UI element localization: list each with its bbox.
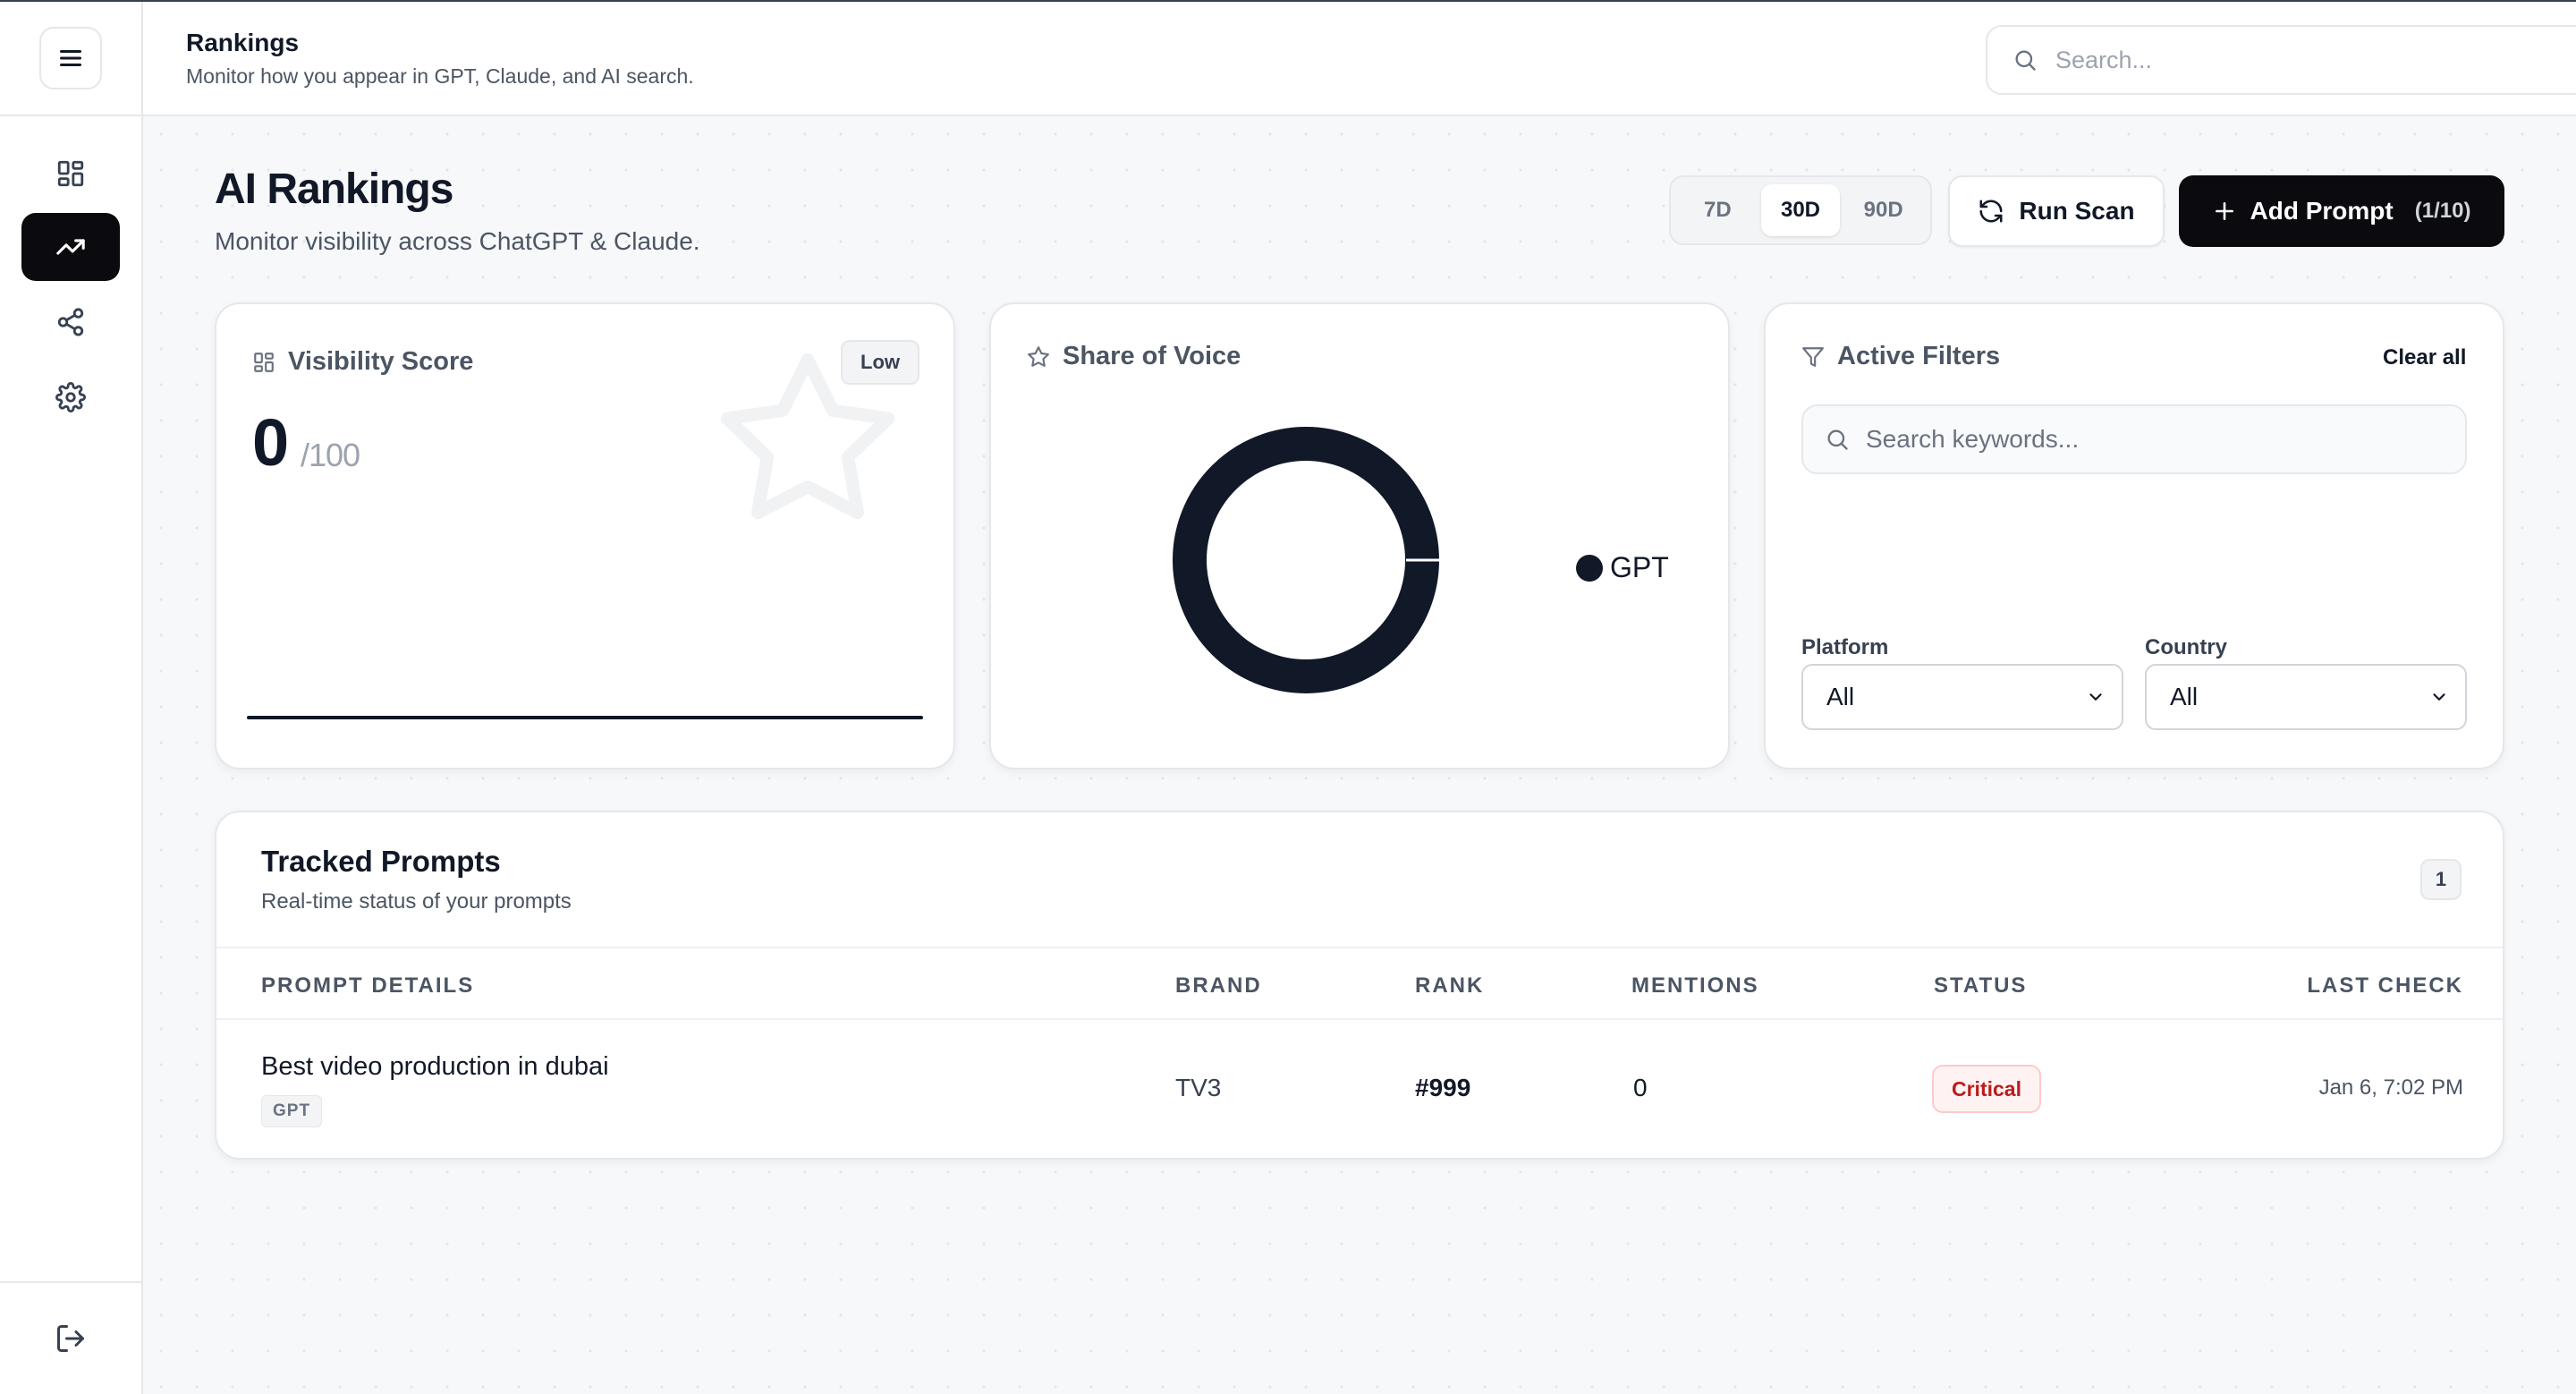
search-icon: [1827, 429, 1848, 450]
tracked-prompts-subtitle: Real-time status of your prompts: [261, 889, 572, 914]
chevron-down-icon: [2433, 693, 2445, 701]
date-range-toggle: 7D 30D 90D: [1669, 175, 1932, 245]
menu-toggle-button[interactable]: [39, 27, 102, 89]
column-header-mentions: MENTIONS: [1631, 973, 1759, 998]
filter-icon: [1802, 346, 1824, 367]
tracked-prompts-count-badge: 1: [2420, 859, 2462, 900]
keyword-search-input[interactable]: Search keywords...: [1801, 404, 2467, 474]
visibility-card-header: Visibility Score: [252, 347, 473, 377]
add-prompt-label: Add Prompt: [2250, 197, 2394, 225]
column-header-last-check: LAST CHECK: [2307, 973, 2463, 998]
refresh-icon: [1979, 200, 2003, 223]
grid-icon: [254, 352, 274, 372]
donut-slice-gpt: [1173, 427, 1439, 693]
platform-tag: GPT: [261, 1095, 323, 1127]
clear-all-link[interactable]: Clear all: [2383, 345, 2467, 370]
range-7d-button[interactable]: 7D: [1703, 198, 1732, 222]
country-label: Country: [2145, 635, 2227, 659]
star-icon: [720, 353, 895, 520]
tracked-prompts-title: Tracked Prompts: [261, 845, 501, 878]
range-90d-button[interactable]: 90D: [1863, 198, 1903, 222]
trending-up-icon: [56, 239, 85, 255]
platform-select[interactable]: All: [1801, 664, 2123, 730]
country-select-value: All: [2170, 683, 2199, 710]
table-header: PROMPT DETAILS BRAND RANK MENTIONS STATU…: [216, 947, 2503, 1020]
sidebar-item-rankings[interactable]: [21, 213, 120, 281]
sov-card-header: Share of Voice: [1027, 342, 1241, 371]
visibility-card-title: Visibility Score: [288, 347, 474, 376]
brand-cell: TV3: [1175, 1074, 1222, 1101]
mentions-cell: 0: [1633, 1074, 1648, 1101]
sov-card-title: Share of Voice: [1063, 342, 1241, 370]
column-header-status: STATUS: [1934, 973, 2028, 998]
run-scan-label: Run Scan: [2019, 197, 2135, 225]
chevron-down-icon: [2089, 693, 2102, 701]
last-check-cell: Jan 6, 7:02 PM: [2318, 1075, 2463, 1100]
status-badge: Critical: [1932, 1065, 2041, 1113]
star-icon: [1028, 345, 1049, 367]
add-prompt-button[interactable]: Add Prompt (1/10): [2179, 175, 2504, 247]
logout-icon: [57, 1325, 84, 1352]
search-icon: [2015, 50, 2036, 71]
tracked-prompts-card: Tracked Prompts Real-time status of your…: [215, 811, 2504, 1160]
range-30d-button[interactable]: 30D: [1760, 184, 1841, 236]
share-of-voice-donut: [1173, 427, 1440, 693]
visibility-level-badge: Low: [841, 340, 919, 385]
run-scan-button[interactable]: Run Scan: [1948, 175, 2165, 247]
hamburger-icon: [60, 50, 81, 66]
page-title: AI Rankings: [215, 166, 453, 213]
global-search-input[interactable]: Search...: [1986, 25, 2576, 95]
gear-icon: [55, 382, 86, 412]
active-filters-card: Active Filters Clear all Search keywords…: [1764, 302, 2504, 769]
keyword-search-placeholder: Search keywords...: [1866, 425, 2080, 453]
sidebar-item-share[interactable]: [21, 288, 120, 356]
logout-button[interactable]: [0, 1281, 141, 1394]
legend-swatch-gpt: [1576, 554, 1603, 582]
main-content: AI Rankings Monitor visibility across Ch…: [143, 116, 2576, 1394]
top-header: Rankings Monitor how you appear in GPT, …: [143, 2, 2576, 116]
visibility-score-card: Visibility Score Low 0 /100: [215, 302, 955, 769]
sidebar-item-settings[interactable]: [21, 363, 120, 431]
prompt-text: Best video production in dubai: [261, 1052, 609, 1081]
platform-select-value: All: [1826, 683, 1855, 710]
column-header-prompt-details: PROMPT DETAILS: [261, 973, 475, 998]
window-top-border: [0, 0, 2576, 2]
sidebar-item-dashboard[interactable]: [21, 140, 120, 208]
share-icon: [57, 308, 84, 336]
column-header-rank: RANK: [1415, 973, 1485, 998]
platform-label: Platform: [1801, 635, 1889, 659]
column-header-brand: BRAND: [1175, 973, 1262, 998]
visibility-score-value: 0: [252, 405, 290, 480]
share-of-voice-card: Share of Voice GPT: [989, 302, 1730, 769]
header-title: Rankings: [186, 29, 300, 56]
add-prompt-count: (1/10): [2414, 199, 2471, 223]
sidebar: [0, 2, 143, 1394]
plus-icon: [2215, 202, 2233, 220]
rank-cell: #999: [1415, 1074, 1471, 1101]
global-search-placeholder: Search...: [2055, 46, 2153, 73]
page-subtitle: Monitor visibility across ChatGPT & Clau…: [215, 227, 700, 255]
table-row[interactable]: Best video production in dubai GPT TV3 #…: [216, 1020, 2503, 1158]
sov-legend: GPT: [1576, 551, 1669, 584]
country-select[interactable]: All: [2145, 664, 2467, 730]
header-subtitle: Monitor how you appear in GPT, Claude, a…: [186, 64, 694, 88]
visibility-trend-line: [247, 716, 923, 719]
grid-icon: [57, 160, 84, 187]
filters-card-title: Active Filters: [1837, 342, 2001, 370]
filters-card-header: Active Filters: [1801, 342, 2000, 371]
sidebar-top: [0, 2, 141, 116]
visibility-score-max: /100: [301, 437, 360, 473]
legend-label-gpt: GPT: [1610, 551, 1669, 583]
